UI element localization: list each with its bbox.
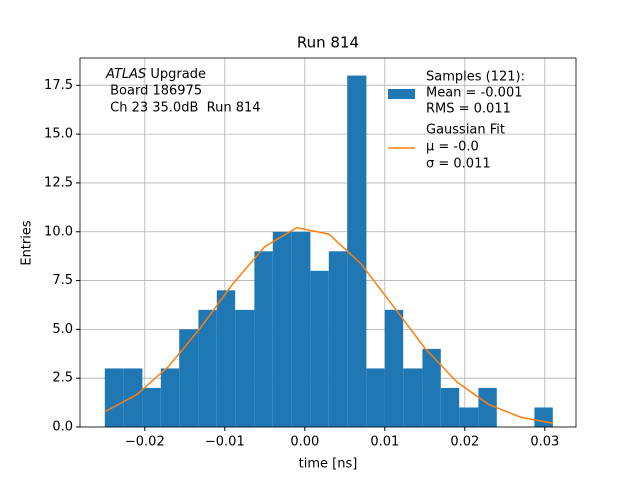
histogram-bar (272, 231, 292, 427)
legend-label: Samples (121): (426, 70, 525, 85)
annotation-atlas: ATLAS (105, 67, 146, 82)
y-tick-label: 15.0 (44, 127, 73, 142)
histogram-bar (403, 368, 423, 427)
x-axis-label: time [ns] (299, 457, 358, 472)
histogram-bar (291, 231, 311, 427)
chart-title: Run 814 (297, 34, 359, 52)
histogram-bar (534, 407, 553, 427)
annotation: Ch 23 35.0dB Run 814 (106, 101, 261, 116)
histogram-bar (123, 368, 143, 427)
histogram-bar (366, 368, 385, 427)
annotation: Board 186975 (106, 84, 202, 99)
legend-label: Gaussian Fit (426, 123, 505, 138)
x-tick-label: 0.02 (450, 435, 479, 450)
histogram-bar (384, 309, 404, 427)
x-tick-label: 0.00 (290, 435, 319, 450)
y-tick-label: 7.5 (52, 273, 73, 288)
x-tick-label: 0.01 (370, 435, 399, 450)
histogram-bar (235, 309, 255, 427)
histogram-bar (459, 407, 479, 427)
annotation: ATLAS Upgrade (105, 67, 206, 82)
legend-swatch (388, 89, 415, 99)
histogram-bar (347, 75, 367, 428)
histogram-bar (254, 251, 273, 427)
legend-label: Mean = -0.001 (426, 86, 522, 101)
y-tick-label: 5.0 (52, 322, 73, 337)
legend-label: RMS = 0.011 (426, 102, 511, 117)
annotation-text: Upgrade (146, 67, 206, 82)
histogram-bar (216, 290, 236, 427)
histogram-bar (142, 387, 161, 427)
y-tick-label: 10.0 (44, 224, 73, 239)
x-tick-label: −0.02 (125, 435, 165, 450)
histogram-bar (179, 329, 199, 427)
x-tick-label: −0.01 (205, 435, 245, 450)
y-tick-label: 0.0 (52, 420, 73, 435)
y-tick-label: 12.5 (44, 175, 73, 190)
legend-label: μ = -0.0 (426, 140, 479, 155)
histogram-bar (422, 348, 441, 427)
histogram-bar (310, 270, 329, 427)
y-axis-label: Entries (20, 220, 35, 266)
histogram-bar (198, 309, 217, 427)
histogram-bar (160, 368, 180, 427)
legend-label: σ = 0.011 (426, 157, 491, 172)
x-tick-label: 0.03 (530, 435, 559, 450)
plot-frame (79, 57, 577, 428)
fit-line (104, 226, 553, 425)
histogram-bar (328, 251, 348, 427)
histogram-bar (104, 368, 124, 427)
histogram-bar (478, 387, 497, 427)
histogram-bar (440, 387, 460, 427)
y-tick-label: 17.5 (44, 78, 73, 93)
y-tick-label: 2.5 (52, 371, 73, 386)
